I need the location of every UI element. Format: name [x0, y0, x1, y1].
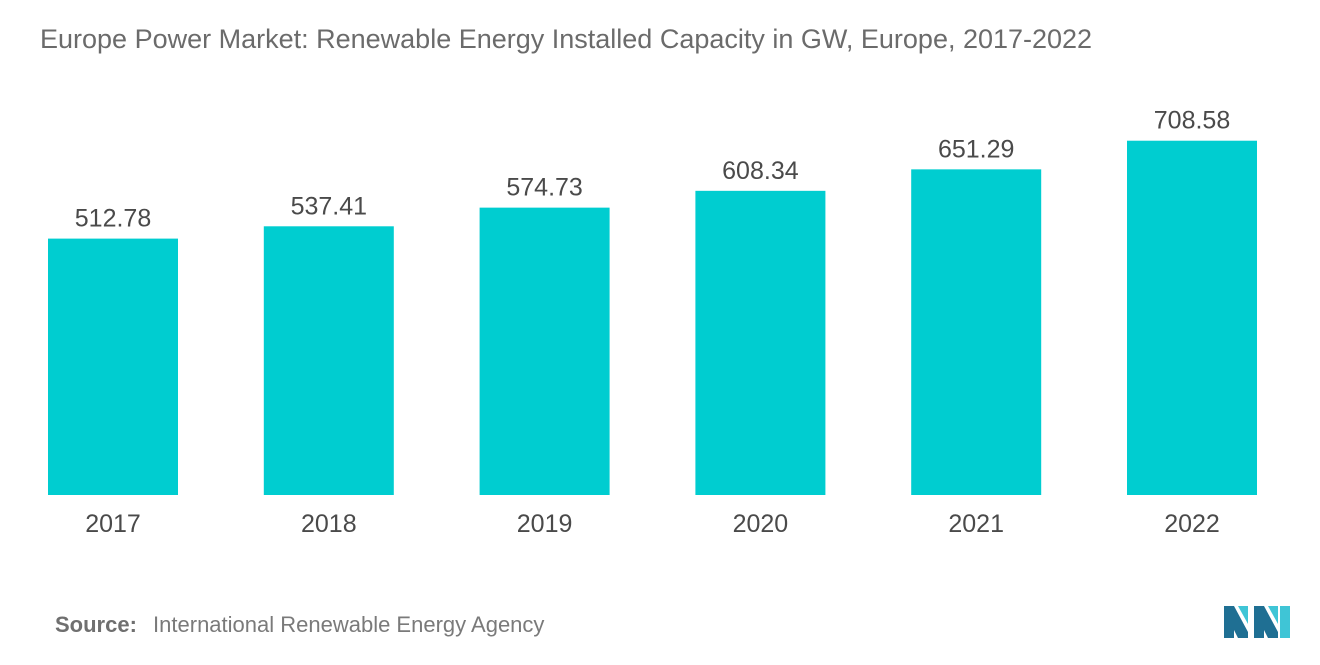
bar-2020 — [695, 190, 826, 495]
source-label: Source: — [55, 612, 137, 637]
x-tick-label-2020: 2020 — [733, 510, 789, 538]
data-label-2022: 708.58 — [1154, 107, 1230, 135]
x-tick-label-2021: 2021 — [948, 510, 1004, 538]
bar-2019 — [479, 207, 610, 495]
x-tick-label-2018: 2018 — [301, 510, 357, 538]
data-label-2020: 608.34 — [722, 157, 799, 185]
data-label-2017: 512.78 — [75, 205, 151, 233]
data-label-2018: 537.41 — [291, 192, 367, 220]
chart-title: Europe Power Market: Renewable Energy In… — [40, 24, 1093, 54]
mordor-intelligence-logo-icon — [1224, 606, 1290, 638]
data-label-2019: 574.73 — [506, 174, 582, 202]
bar-2017 — [48, 238, 178, 496]
x-tick-label-2019: 2019 — [517, 510, 573, 538]
x-tick-label-2022: 2022 — [1164, 510, 1220, 538]
bar-2022 — [1127, 140, 1257, 495]
x-tick-label-2017: 2017 — [85, 510, 141, 538]
data-label-2021: 651.29 — [938, 135, 1014, 163]
bar-2021 — [911, 169, 1042, 496]
source-note: Source: International Renewable Energy A… — [55, 612, 544, 638]
bar-2018 — [263, 226, 394, 496]
source-text: International Renewable Energy Agency — [153, 612, 545, 637]
